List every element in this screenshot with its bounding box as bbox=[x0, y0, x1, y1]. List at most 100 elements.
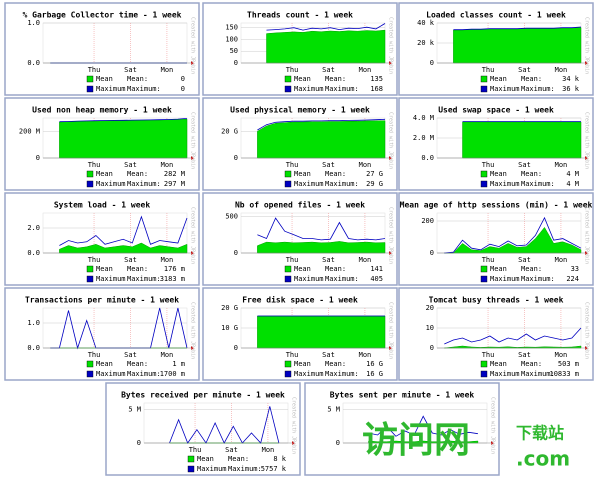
stat-label: Maximum: bbox=[521, 370, 555, 378]
stat-label: Maximum: bbox=[521, 275, 555, 283]
site-sub: 下载站 bbox=[516, 424, 564, 443]
legend-label: Mean bbox=[197, 455, 214, 463]
stat-label: Mean: bbox=[127, 360, 148, 368]
plot-area bbox=[42, 22, 188, 64]
legend-swatch bbox=[480, 360, 488, 368]
x-tick-label: Sat bbox=[124, 161, 137, 169]
max-line bbox=[266, 23, 386, 31]
legend-label: Maximum bbox=[490, 180, 520, 188]
x-tick-label: Mon bbox=[359, 66, 372, 74]
x-tick-label: Thu bbox=[286, 351, 299, 359]
mean-area bbox=[257, 315, 386, 349]
x-tick-label: Mon bbox=[161, 256, 174, 264]
legend-label: Maximum bbox=[96, 370, 126, 378]
stat-value: 16 G bbox=[366, 360, 383, 368]
y-tick-label: 200 bbox=[421, 217, 434, 225]
legend-swatch bbox=[284, 265, 292, 273]
x-tick-label: Thu bbox=[286, 161, 299, 169]
legend-label: Maximum bbox=[96, 180, 126, 188]
panel: Loaded classes count - 1 week 0 20 k 40 k Th… bbox=[398, 2, 594, 96]
y-tick-label: 100 bbox=[225, 35, 238, 43]
panel: Bytes received per minute - 1 week 0 5 M Th… bbox=[105, 382, 301, 476]
mean-area bbox=[59, 242, 188, 254]
panel: Transactions per minute - 1 week 0.0 1.0 Th… bbox=[4, 287, 200, 381]
panel: Used physical memory - 1 week 0 20 G Thu Sat… bbox=[202, 97, 398, 191]
legend-label: Mean bbox=[96, 170, 113, 178]
chart-title: Threads count - 1 week bbox=[247, 11, 353, 20]
stat-label: Maximum: bbox=[325, 85, 359, 93]
axis-arrow bbox=[191, 251, 194, 255]
x-tick-label: Thu bbox=[482, 351, 495, 359]
site-watermark: 访问网 下载站 .com bbox=[362, 420, 570, 471]
stat-value: 3183 m bbox=[160, 275, 185, 283]
stat-label: Mean: bbox=[325, 265, 346, 273]
stat-value: 0 bbox=[181, 85, 185, 93]
panel: % Garbage Collector time - 1 week 0.0 1.0 T… bbox=[4, 2, 200, 96]
x-tick-label: Mon bbox=[161, 161, 174, 169]
x-tick-label: Sat bbox=[518, 66, 531, 74]
y-tick-label: 0 bbox=[430, 249, 434, 257]
y-tick-label: 0 bbox=[430, 59, 434, 67]
x-tick-label: Sat bbox=[322, 161, 335, 169]
plot-area bbox=[143, 402, 289, 444]
y-tick-label: 500 bbox=[225, 213, 238, 221]
stat-label: Mean: bbox=[521, 170, 542, 178]
stat-value: 282 M bbox=[164, 170, 185, 178]
stat-label: Maximum: bbox=[325, 180, 359, 188]
stat-label: Mean: bbox=[325, 360, 346, 368]
legend-label: Mean bbox=[294, 75, 311, 83]
axis-arrow bbox=[585, 251, 588, 255]
axis-arrow bbox=[191, 346, 194, 350]
watermark: Created with JRobin bbox=[190, 112, 196, 169]
x-tick-label: Thu bbox=[286, 256, 299, 264]
chart-title: System load - 1 week bbox=[54, 201, 151, 210]
axis-arrow bbox=[389, 346, 392, 350]
chart-title: Bytes received per minute - 1 week bbox=[121, 390, 285, 400]
y-tick-label: 5 M bbox=[128, 406, 141, 414]
y-tick-label: 50 bbox=[230, 47, 238, 55]
mean-area bbox=[462, 121, 582, 159]
watermark: Created with JRobin bbox=[388, 207, 394, 264]
max-line bbox=[257, 217, 386, 241]
stat-value: 297 M bbox=[164, 180, 185, 188]
legend-swatch bbox=[284, 370, 292, 378]
y-tick-label: 2.0 bbox=[27, 224, 40, 232]
max-line bbox=[444, 216, 582, 254]
chart-title: Used non heap memory - 1 week bbox=[32, 106, 172, 115]
watermark: Created with JRobin bbox=[388, 17, 394, 74]
stat-value: 4 M bbox=[566, 170, 579, 178]
x-tick-label: Thu bbox=[88, 161, 101, 169]
x-tick-label: Thu bbox=[482, 66, 495, 74]
legend-label: Maximum bbox=[490, 85, 520, 93]
y-tick-label: 0 bbox=[336, 439, 340, 447]
legend-swatch bbox=[480, 180, 488, 188]
x-tick-label: Sat bbox=[518, 256, 531, 264]
legend-swatch bbox=[187, 455, 195, 463]
y-tick-label: 2.0 M bbox=[413, 134, 434, 142]
mean-area bbox=[266, 29, 386, 64]
legend-label: Maximum bbox=[294, 370, 324, 378]
axis-arrow bbox=[585, 346, 588, 350]
site-name: 访问网 bbox=[362, 420, 470, 461]
legend-swatch bbox=[284, 170, 292, 178]
legend-label: Maximum bbox=[96, 275, 126, 283]
y-tick-label: 0.0 bbox=[27, 59, 40, 67]
stat-value: 405 bbox=[370, 275, 383, 283]
legend-label: Mean bbox=[294, 360, 311, 368]
stat-label: Mean: bbox=[325, 75, 346, 83]
axis-arrow bbox=[292, 441, 295, 445]
legend-swatch bbox=[284, 85, 292, 93]
x-tick-label: Thu bbox=[88, 256, 101, 264]
stat-value: 141 bbox=[370, 265, 383, 273]
x-tick-label: Mon bbox=[359, 256, 372, 264]
stat-label: Mean: bbox=[521, 265, 542, 273]
x-tick-label: Mon bbox=[161, 66, 174, 74]
mean-area bbox=[257, 120, 386, 159]
panel: Nb of opened files - 1 week 0 500 Thu Sat Mon… bbox=[202, 192, 398, 286]
legend-label: Mean bbox=[490, 265, 507, 273]
axis-arrow bbox=[389, 61, 392, 65]
stat-label: Maximum: bbox=[228, 465, 262, 473]
legend-label: Mean bbox=[490, 170, 507, 178]
